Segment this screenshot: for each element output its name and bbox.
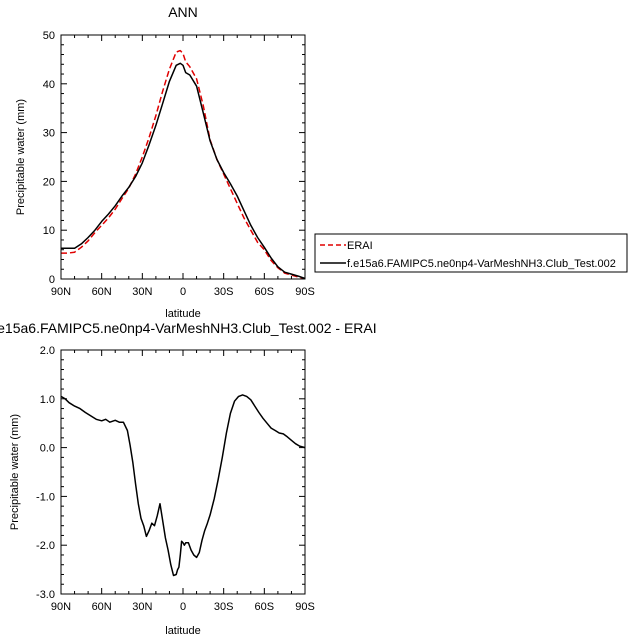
y-tick-label-bottom: 2.0	[40, 345, 55, 357]
y-tick-label-top: 10	[43, 225, 55, 237]
x-tick-label-top: 30N	[132, 286, 152, 298]
series-group-bottom	[60, 394, 306, 577]
y-axis-label-bottom: Precipitable water (mm)	[9, 414, 21, 530]
y-tick-label-bottom: -3.0	[36, 589, 55, 601]
x-ticks-bottom: 90N 60N 30N 0 30S 60S 90S	[51, 350, 315, 613]
y-tick-label-top: 50	[43, 30, 55, 42]
series-group-top	[61, 49, 306, 280]
y-tick-label-bottom: 0.0	[40, 443, 55, 455]
y-tick-label-top: 40	[43, 79, 55, 91]
x-tick-label-top: 90S	[295, 286, 315, 298]
x-axis-label-bottom: latitude	[165, 625, 200, 637]
y-tick-label-bottom: -1.0	[36, 491, 55, 503]
x-axis-label-top: latitude	[165, 308, 200, 320]
x-tick-label-top: 0	[180, 286, 186, 298]
legend-box	[314, 233, 628, 273]
x-tick-label-top: 60N	[92, 286, 112, 298]
x-tick-label-bottom: 0	[180, 601, 186, 613]
plot-frame-top	[60, 34, 306, 280]
y-tick-label-bottom: -2.0	[36, 540, 55, 552]
plot-frame-bottom	[60, 349, 306, 595]
series-line-erai	[61, 49, 306, 280]
y-axis-label-top: Precipitable water (mm)	[15, 99, 27, 215]
legend-label-erai: ERAI	[347, 240, 373, 252]
y-tick-label-top: 20	[43, 176, 55, 188]
x-ticks-top: 90N 60N 30N 0 30S 60S 90S	[51, 35, 315, 298]
x-tick-label-bottom: 90S	[295, 601, 315, 613]
panel-bottom: f.e15a6.FAMIPC5.ne0np4-VarMeshNH3.Club_T…	[0, 320, 377, 637]
x-tick-label-bottom: 90N	[51, 601, 71, 613]
x-tick-label-top: 30S	[214, 286, 234, 298]
chart-title-top: ANN	[168, 4, 198, 20]
x-tick-label-bottom: 30S	[214, 601, 234, 613]
legend-label-model: f.e15a6.FAMIPC5.ne0np4-VarMeshNH3.Club_T…	[347, 258, 616, 270]
y-tick-label-bottom: 1.0	[40, 394, 55, 406]
x-tick-label-top: 90N	[51, 286, 71, 298]
panel-top: ANN Precipitable water (mm) latitude 0 10…	[15, 4, 315, 320]
x-tick-label-bottom: 30N	[132, 601, 152, 613]
y-tick-label-top: 30	[43, 128, 55, 140]
series-line-model	[61, 62, 306, 280]
chart-title-bottom: f.e15a6.FAMIPC5.ne0np4-VarMeshNH3.Club_T…	[0, 320, 377, 336]
legend: ERAI f.e15a6.FAMIPC5.ne0np4-VarMeshNH3.C…	[314, 233, 628, 273]
x-tick-label-bottom: 60N	[92, 601, 112, 613]
x-tick-label-top: 60S	[255, 286, 275, 298]
series-line-difference	[60, 394, 306, 577]
y-tick-label-top: 0	[49, 274, 55, 286]
y-ticks-top: 0 10 20 30 40 50	[43, 30, 305, 286]
x-tick-label-bottom: 60S	[255, 601, 275, 613]
